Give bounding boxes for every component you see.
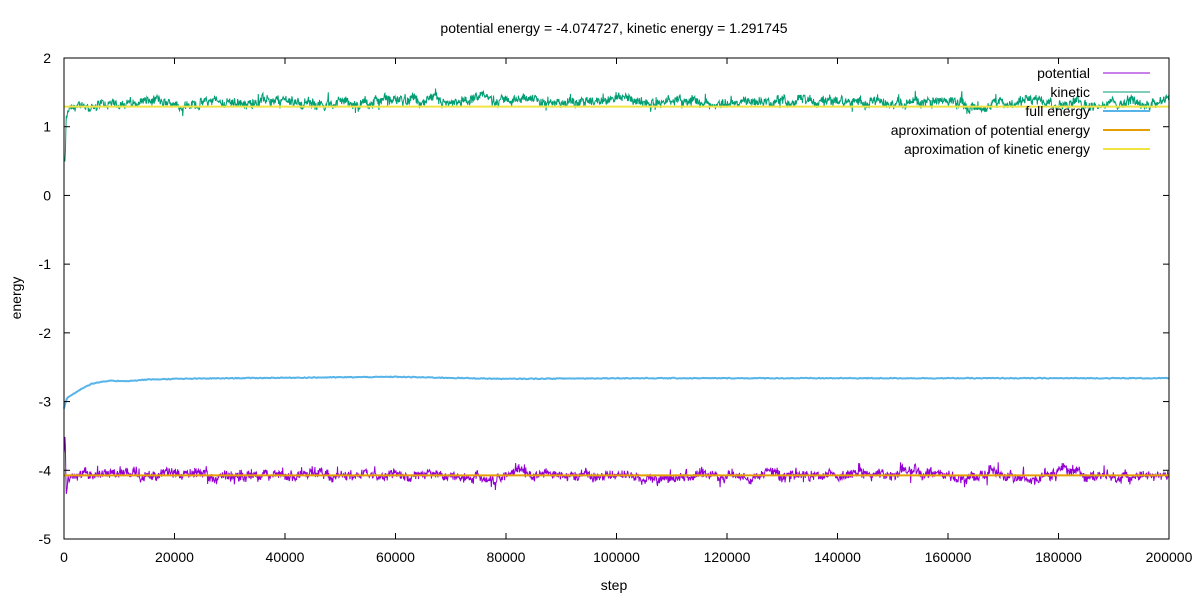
legend: potential kinetic full energy aproximation …	[891, 65, 1150, 157]
legend-label: aproximation of potential energy	[891, 122, 1090, 138]
plot-area	[63, 88, 1170, 494]
y-axis: -5 -4 -3 -2 -1 0 1 2	[39, 50, 1169, 547]
x-tick-label: 0	[60, 549, 68, 565]
legend-label: kinetic	[1050, 84, 1090, 100]
x-tick-label: 40000	[266, 549, 305, 565]
y-tick-label: 0	[43, 187, 51, 203]
x-tick-label: 60000	[376, 549, 415, 565]
x-tick-label: 140000	[814, 549, 861, 565]
y-tick-label: -4	[39, 462, 52, 478]
series-kinetic	[63, 88, 1170, 162]
x-axis: 0 20000 40000 60000 80000 100000 120000 140000 1…	[60, 58, 1193, 565]
legend-label: potential	[1037, 65, 1090, 81]
x-tick-label: 160000	[925, 549, 972, 565]
y-tick-label: -5	[39, 531, 52, 547]
chart-title: potential energy = -4.074727, kinetic en…	[440, 20, 787, 36]
x-tick-label: 80000	[487, 549, 526, 565]
y-tick-label: -1	[39, 256, 52, 272]
x-axis-label: step	[601, 577, 628, 593]
x-tick-label: 120000	[704, 549, 751, 565]
y-tick-label: 2	[43, 50, 51, 66]
x-tick-label: 180000	[1035, 549, 1082, 565]
y-tick-label: 1	[43, 119, 51, 135]
legend-label: aproximation of kinetic energy	[904, 141, 1090, 157]
series-potential	[63, 436, 1170, 494]
x-tick-label: 100000	[593, 549, 640, 565]
x-tick-label: 20000	[155, 549, 194, 565]
y-axis-label: energy	[8, 277, 24, 320]
x-tick-label: 200000	[1146, 549, 1193, 565]
legend-label: full energy	[1025, 103, 1090, 119]
y-tick-label: -2	[39, 325, 52, 341]
series-full-energy	[63, 375, 1170, 409]
y-tick-label: -3	[39, 394, 52, 410]
